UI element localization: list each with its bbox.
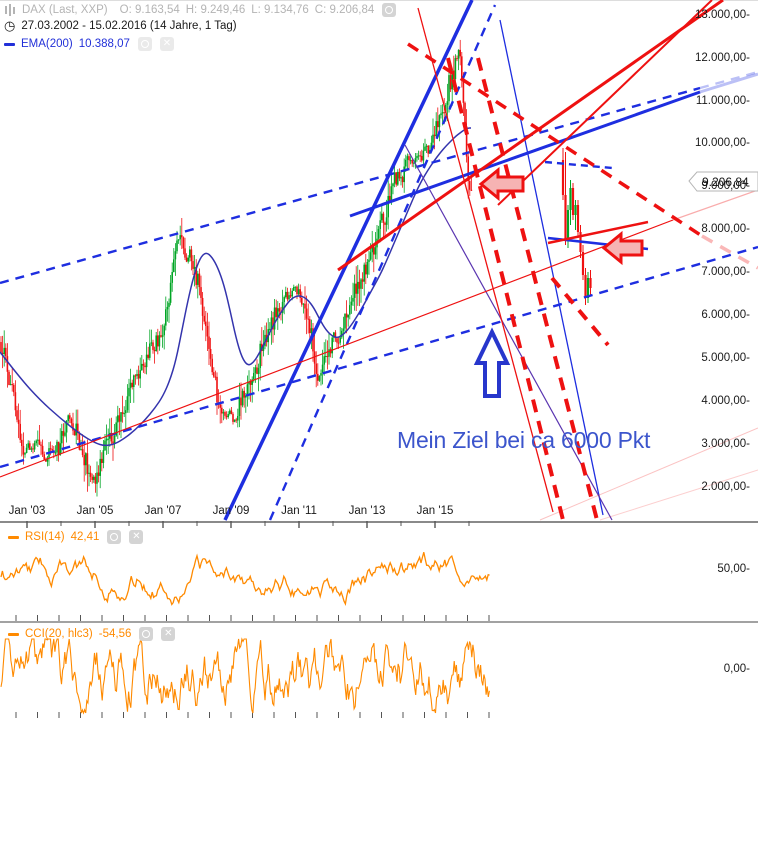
date-range-row: ◷ 27.03.2002 - 15.02.2016 (14 Jahre, 1 T… [4, 18, 237, 33]
ohlc-value: C: 9.206,84 [314, 4, 375, 16]
y-axis-label: 7.000,00- [701, 266, 750, 278]
y-axis-label: 2.000,00- [701, 481, 750, 493]
symbol-title: DAX (Last, XXP) [22, 4, 108, 16]
ohlc-value: L: 9.134,76 [251, 4, 309, 16]
red-left-arrow[interactable] [601, 230, 644, 266]
blue-up-arrow[interactable] [473, 327, 511, 398]
cci-line-swatch [8, 632, 19, 636]
x-axis-label: Jan '09 [212, 505, 250, 517]
y-axis-label: 6.000,00- [701, 309, 750, 321]
y-axis-label: 4.000,00- [701, 395, 750, 407]
indicator-axis-label: 50,00- [717, 563, 750, 575]
target-annotation-text[interactable]: Mein Ziel bei ca 6000 Pkt [397, 427, 651, 453]
close-icon[interactable]: ✕ [161, 627, 176, 641]
x-axis-label: Jan '03 [8, 505, 46, 517]
clock-icon: ◷ [4, 18, 16, 33]
rsi-value: 42,41 [70, 531, 100, 543]
y-axis-label: 13.000,00- [695, 9, 750, 21]
ema-legend-row: EMA(200) 10.388,07 ✕ [4, 37, 174, 51]
x-axis-label: Jan '05 [76, 505, 114, 517]
candlestick-icon [4, 4, 16, 16]
y-axis-label: 3.000,00- [701, 438, 750, 450]
date-range-text: 27.03.2002 - 15.02.2016 (14 Jahre, 1 Tag… [21, 20, 237, 32]
ohlc-value: H: 9.249,46 [185, 4, 246, 16]
x-axis-label: Jan '15 [416, 505, 454, 517]
close-icon[interactable]: ✕ [129, 530, 144, 544]
last-price-tag: 9.206,84 [702, 175, 749, 189]
x-axis-label: Jan '13 [348, 505, 386, 517]
cci-value: -54,56 [98, 628, 132, 640]
gear-icon[interactable] [382, 3, 397, 17]
ema-value: 10.388,07 [78, 38, 130, 50]
y-axis-label: 11.000,00- [695, 95, 750, 107]
rsi-legend-row: RSI(14) 42,41 ✕ [8, 530, 144, 544]
trend-line-drawings[interactable] [0, 0, 758, 521]
y-axis-label: 9.000,00- [701, 180, 750, 192]
y-axis-label: 8.000,00- [701, 223, 750, 235]
ema-label: EMA(200) [21, 38, 73, 50]
cci-legend-row: CCI(20, hlc3) -54,56 ✕ [8, 627, 176, 641]
red-left-arrow[interactable] [478, 166, 525, 202]
indicator-line [0, 552, 490, 606]
ohlc-values: O: 9.163,54 H: 9.249,46 L: 9.134,76 C: 9.20… [114, 4, 375, 16]
rsi-line-swatch [8, 535, 19, 539]
gear-icon[interactable] [107, 530, 122, 544]
x-axis-label: Jan '07 [144, 505, 182, 517]
last-price-tag-shape [688, 171, 758, 192]
symbol-legend-row: DAX (Last, XXP) O: 9.163,54 H: 9.249,46 L:… [4, 3, 397, 17]
indicator-line [0, 637, 490, 715]
rsi-label: RSI(14) [25, 531, 65, 543]
y-axis-label: 10.000,00- [695, 137, 750, 149]
cci-label: CCI(20, hlc3) [25, 628, 93, 640]
indicator-axis-label: 0,00- [723, 663, 750, 675]
gear-icon[interactable] [137, 37, 152, 51]
y-axis-label: 12.000,00- [695, 52, 750, 64]
x-axis-label: Jan '11 [281, 505, 317, 517]
ohlc-value: O: 9.163,54 [119, 4, 180, 16]
gear-icon[interactable] [139, 627, 154, 641]
close-icon[interactable]: ✕ [159, 37, 174, 51]
ema-line-swatch [4, 42, 15, 46]
axis-ticks [15, 521, 490, 718]
y-axis-label: 5.000,00- [701, 352, 750, 364]
